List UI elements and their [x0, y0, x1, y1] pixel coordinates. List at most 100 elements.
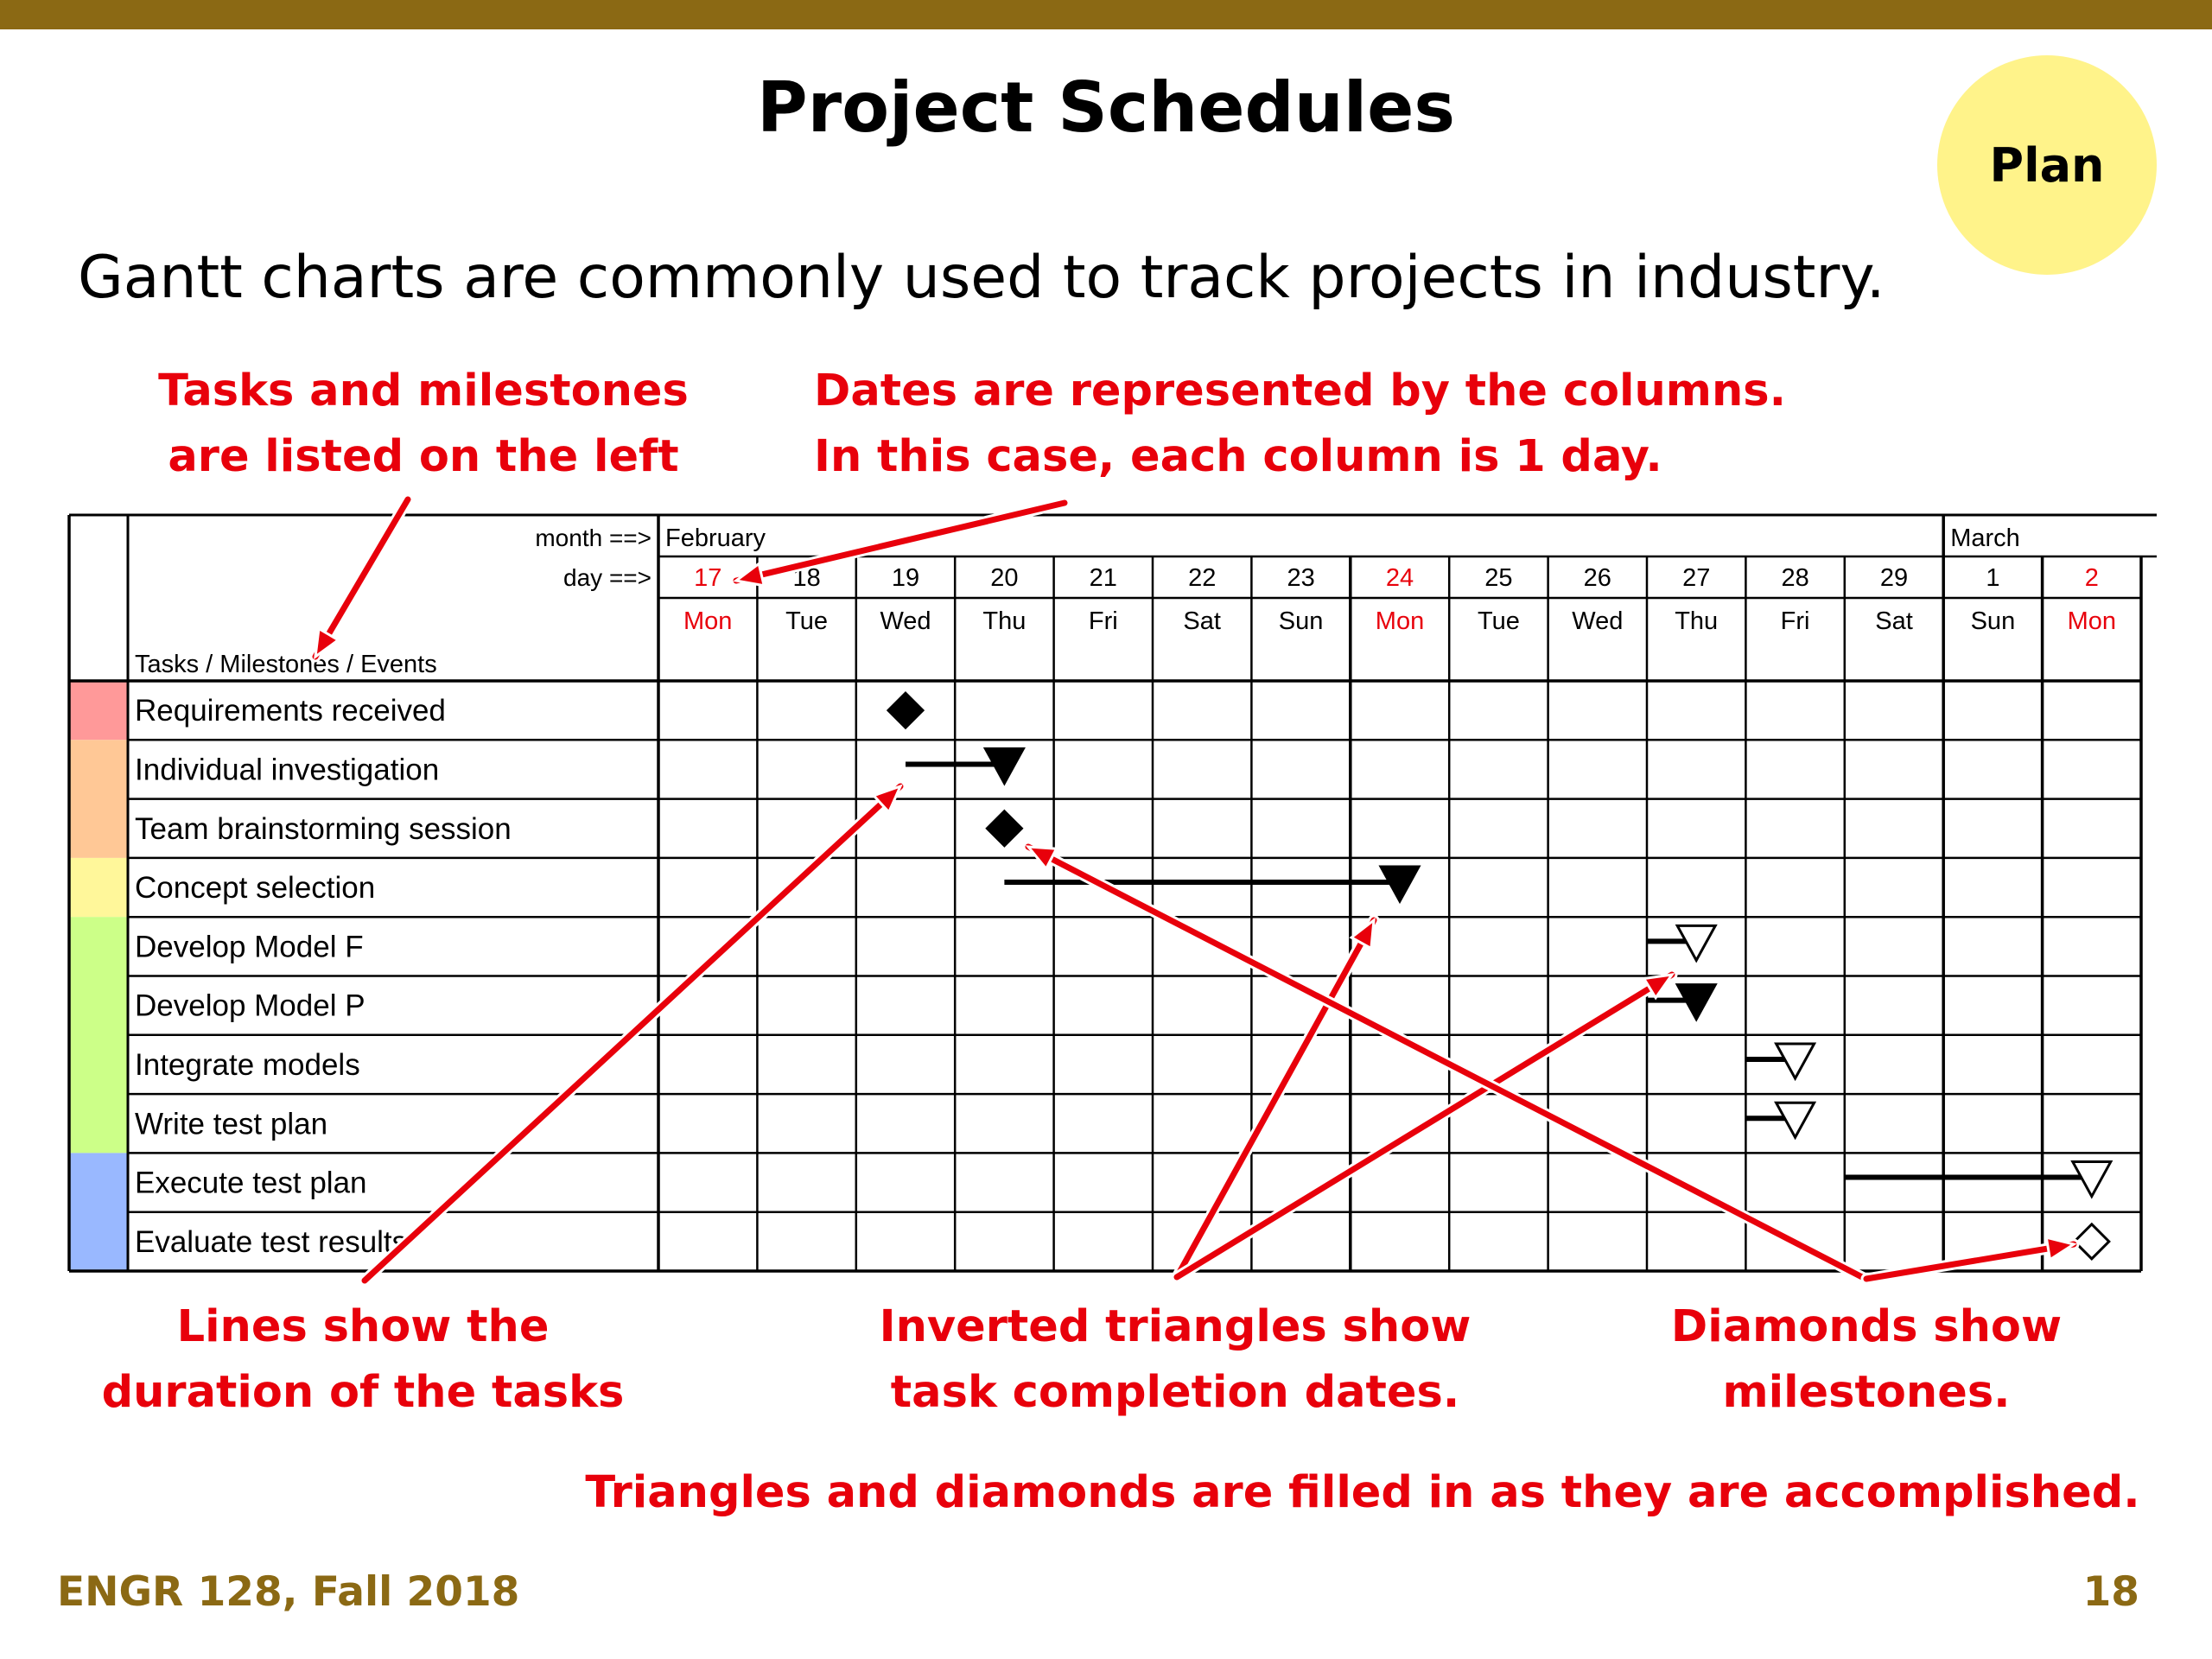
weekday-label: Thu: [982, 607, 1026, 635]
day-number: 27: [1682, 564, 1710, 592]
weekday-label: Tue: [785, 607, 828, 635]
arrow-head: [314, 626, 341, 660]
weekday-label: Fri: [1089, 607, 1118, 635]
callout-dates: Dates are represented by the columns. In…: [814, 359, 1786, 490]
callout-lines-line1: Lines show the: [176, 1301, 550, 1352]
slide-title: Project Schedules: [756, 67, 1455, 148]
task-name: Concept selection: [135, 871, 375, 905]
month-name: February: [665, 524, 766, 552]
arrow-to-date-column: [730, 497, 1071, 588]
weekday-label: Tue: [1478, 607, 1520, 635]
weekday-label: Mon: [683, 607, 732, 635]
group-color-block: [69, 681, 128, 741]
arrow-head: [1642, 973, 1675, 1001]
weekday-label: Mon: [1376, 607, 1424, 635]
task-name: Integrate models: [135, 1048, 360, 1082]
milestone-diamond: [985, 809, 1024, 848]
arrow-to-diamond-brainstorm: [1022, 841, 1868, 1283]
callout-triangles: Inverted triangles show task completion …: [873, 1294, 1478, 1426]
task-name: Individual investigation: [135, 753, 439, 786]
arrow-shaft: [733, 499, 1068, 584]
arrow-head: [1025, 845, 1059, 872]
task-name: Write test plan: [135, 1107, 327, 1141]
day-number: 23: [1287, 564, 1314, 592]
weekday-label: Wed: [1572, 607, 1623, 635]
arrow-shaft: [312, 496, 411, 660]
arrow-shaft: [1025, 843, 1866, 1281]
milestone-diamond: [886, 691, 925, 730]
completion-triangle: [982, 747, 1026, 786]
arrow-shaft: [361, 783, 904, 1284]
day-number: 29: [1880, 564, 1908, 592]
arrow-to-tasks-list: [309, 493, 414, 663]
group-color-block: [69, 1153, 128, 1271]
weekday-label: Wed: [880, 607, 931, 635]
top-accent-bar: [0, 0, 2212, 29]
group-color-block: [69, 857, 128, 918]
arrow-shaft: [1863, 1241, 2077, 1282]
day-number: 19: [892, 564, 919, 592]
arrow-head: [2044, 1236, 2077, 1262]
footer-course: ENGR 128, Fall 2018: [57, 1568, 520, 1616]
weekday-label: Thu: [1675, 607, 1718, 635]
task-name: Develop Model P: [135, 989, 365, 1023]
group-color-block: [69, 740, 128, 858]
day-number: 26: [1584, 564, 1611, 592]
day-number: 25: [1484, 564, 1512, 592]
day-number: 28: [1781, 564, 1808, 592]
callout-triangles-line2: task completion dates.: [890, 1367, 1460, 1418]
callout-diamonds: Diamonds show milestones.: [1607, 1294, 2126, 1426]
slide-subtitle: Gantt charts are commonly used to track …: [78, 244, 1885, 312]
task-name: Requirements received: [135, 694, 446, 728]
callout-triangles-line1: Inverted triangles show: [879, 1301, 1471, 1352]
completion-triangle: [2070, 1160, 2113, 1199]
completion-triangle: [1774, 1042, 1817, 1082]
completion-triangle: [1774, 1101, 1817, 1141]
day-number: 20: [990, 564, 1018, 592]
callout-tasks: Tasks and milestones are listed on the l…: [121, 359, 726, 490]
callout-filled-note: Triangles and diamonds are filled in as …: [0, 1460, 2212, 1526]
tasks-header: Tasks / Milestones / Events: [135, 651, 437, 678]
task-name: Team brainstorming session: [135, 812, 512, 846]
day-number: 22: [1188, 564, 1216, 592]
day-number: 2: [2085, 564, 2099, 592]
arrow-to-duration-line: [359, 780, 906, 1287]
group-color-block: [69, 917, 128, 1154]
weekday-label: Mon: [2068, 607, 2116, 635]
callout-filled-note-text: Triangles and diamonds are filled in as …: [585, 1467, 2140, 1518]
task-name: Develop Model F: [135, 930, 364, 963]
milestone-diamond: [2072, 1222, 2111, 1261]
callout-diamonds-line2: milestones.: [1722, 1367, 2011, 1418]
day-number: 21: [1090, 564, 1117, 592]
callout-tasks-line2: are listed on the left: [168, 431, 679, 482]
day-number: 1: [1986, 564, 1999, 592]
task-name: Evaluate test results: [135, 1225, 407, 1259]
arrow-to-triangle-model: [1171, 969, 1678, 1283]
arrow-head: [871, 784, 903, 815]
callout-dates-line1: Dates are represented by the columns.: [814, 365, 1786, 416]
day-number: 24: [1386, 564, 1414, 592]
day-number: 17: [694, 564, 721, 592]
footer-page-number: 18: [2082, 1568, 2139, 1616]
day-label: day ==>: [563, 564, 652, 591]
arrow-shaft: [1173, 971, 1675, 1281]
weekday-label: Sat: [1875, 607, 1913, 635]
arrow-to-triangle-concept: [1171, 914, 1380, 1283]
task-name: Execute test plan: [135, 1166, 367, 1200]
completion-triangle: [1378, 865, 1421, 905]
callout-tasks-line1: Tasks and milestones: [158, 365, 689, 416]
completion-triangle: [1675, 983, 1718, 1022]
month-name: March: [1950, 524, 2020, 552]
weekday-label: Sun: [1279, 607, 1324, 635]
callout-lines: Lines show the duration of the tasks: [86, 1294, 639, 1426]
arrow-shaft: [1173, 917, 1377, 1281]
completion-triangle: [1675, 924, 1718, 963]
callout-diamonds-line1: Diamonds show: [1670, 1301, 2063, 1352]
arrow-head: [733, 561, 766, 588]
arrow-head: [1349, 917, 1376, 950]
month-label: month ==>: [535, 524, 652, 551]
weekday-label: Fri: [1781, 607, 1810, 635]
callout-lines-line2: duration of the tasks: [101, 1367, 625, 1418]
weekday-label: Sat: [1183, 607, 1221, 635]
